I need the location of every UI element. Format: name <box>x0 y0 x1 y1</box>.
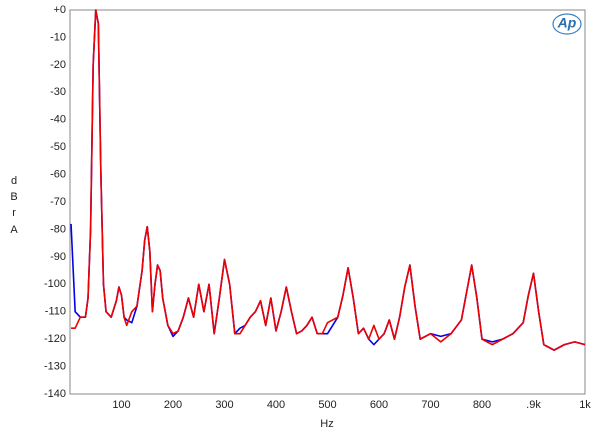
x-tick-label: 500 <box>318 399 336 411</box>
x-tick-label: 300 <box>215 399 233 411</box>
x-tick-label: 1k <box>579 399 591 411</box>
logo: Ap <box>557 15 577 31</box>
y-tick-label: -40 <box>50 114 66 126</box>
logo-ring <box>552 13 582 35</box>
y-axis-unit: A <box>10 224 18 236</box>
y-tick-label: -110 <box>45 306 66 318</box>
x-tick-label: .9k <box>526 399 541 411</box>
x-tick-label: 400 <box>267 399 285 411</box>
x-tick-label: 100 <box>112 399 130 411</box>
y-tick-label: -100 <box>44 278 66 290</box>
plot-frame <box>69 9 586 395</box>
y-tick-label: -10 <box>50 31 66 43</box>
y-tick-label: -30 <box>50 86 66 98</box>
y-axis-label: dBr <box>8 175 20 223</box>
y-tick-label: -20 <box>50 59 66 71</box>
x-tick-label: 700 <box>421 399 439 411</box>
y-tick-label: -130 <box>44 360 66 372</box>
y-tick-label: -80 <box>50 223 66 235</box>
y-tick-label: -60 <box>50 168 66 180</box>
x-tick-label: 600 <box>370 399 388 411</box>
x-tick-label: 800 <box>473 399 491 411</box>
y-tick-label: -50 <box>50 141 66 153</box>
x-axis-label: Hz <box>320 418 333 430</box>
y-tick-label: -120 <box>44 333 66 345</box>
x-tick-label: 200 <box>164 399 182 411</box>
y-tick-label: -90 <box>50 251 66 263</box>
y-tick-label: +0 <box>53 4 66 16</box>
y-tick-label: -140 <box>44 388 66 400</box>
y-tick-label: -70 <box>50 196 66 208</box>
series-line <box>71 9 586 351</box>
